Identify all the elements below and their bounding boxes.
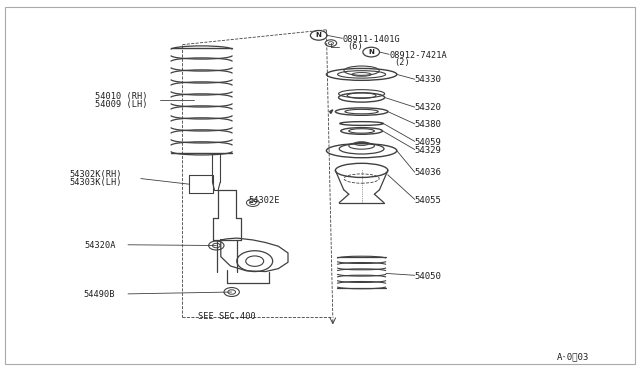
Text: 08912-7421A: 08912-7421A bbox=[389, 51, 447, 60]
Text: N: N bbox=[368, 49, 374, 55]
Text: 54380: 54380 bbox=[415, 120, 442, 129]
Text: 54303K(LH): 54303K(LH) bbox=[69, 178, 122, 187]
Text: 54302E: 54302E bbox=[248, 196, 280, 205]
Text: 54320: 54320 bbox=[415, 103, 442, 112]
Polygon shape bbox=[330, 110, 333, 113]
Text: 54330: 54330 bbox=[415, 76, 442, 84]
Text: 54050: 54050 bbox=[415, 272, 442, 280]
Text: (6): (6) bbox=[348, 42, 364, 51]
Text: A·0⁄03: A·0⁄03 bbox=[557, 353, 589, 362]
Text: 54010 (RH): 54010 (RH) bbox=[95, 92, 147, 101]
Text: (2): (2) bbox=[394, 58, 410, 67]
Text: 54055: 54055 bbox=[415, 196, 442, 205]
Text: 54302K(RH): 54302K(RH) bbox=[69, 170, 122, 179]
Text: 54059: 54059 bbox=[415, 138, 442, 147]
Text: 54009 (LH): 54009 (LH) bbox=[95, 100, 147, 109]
Text: 54036: 54036 bbox=[415, 169, 442, 177]
Text: N: N bbox=[316, 32, 322, 38]
Text: SEE SEC.400: SEE SEC.400 bbox=[198, 312, 256, 321]
Text: 08911-1401G: 08911-1401G bbox=[342, 35, 400, 44]
Text: 54320A: 54320A bbox=[84, 241, 116, 250]
Text: 54329: 54329 bbox=[415, 146, 442, 155]
Text: 54490B: 54490B bbox=[83, 290, 115, 299]
